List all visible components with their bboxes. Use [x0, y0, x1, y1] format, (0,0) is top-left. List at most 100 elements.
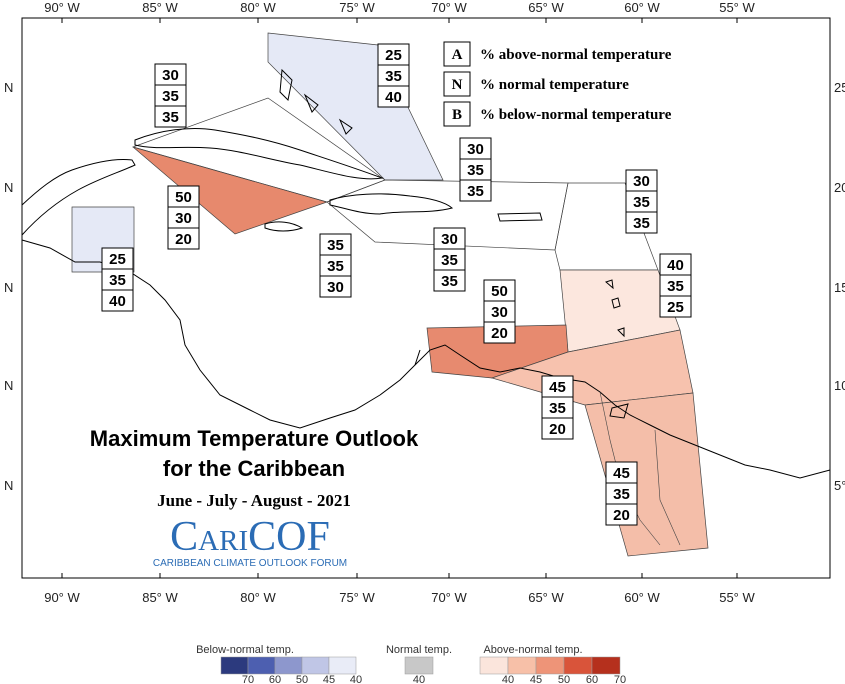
- scale-tick: 45: [530, 674, 542, 684]
- region-box: 45 35 20: [541, 375, 574, 440]
- region-box: 35 35 30: [319, 233, 352, 298]
- prob-value: 35: [385, 68, 402, 85]
- prob-value: 20: [491, 325, 508, 342]
- scale-tick: 40: [350, 674, 362, 684]
- left-lat-label: N: [4, 280, 13, 295]
- scale-label: Normal temp.: [386, 644, 452, 656]
- prob-value: 30: [633, 173, 650, 190]
- puerto-rico: [497, 212, 543, 222]
- prob-value: 25: [109, 251, 126, 268]
- title-line1: Maximum Temperature Outlook: [90, 426, 419, 451]
- prob-cell: [377, 85, 410, 108]
- top-lon-label: 85° W: [142, 0, 178, 15]
- regions: [71, 32, 709, 557]
- scale-swatch: [507, 656, 537, 675]
- bahamas: [279, 68, 353, 135]
- map-frame: [21, 17, 831, 579]
- key-text: % below-normal temperature: [480, 107, 672, 123]
- top-lon-label: 70° W: [431, 0, 467, 15]
- prob-value: 35: [441, 252, 458, 269]
- right-lat-label: 20: [834, 180, 845, 195]
- prob-value: 30: [162, 67, 179, 84]
- lesser-antilles: [605, 279, 629, 419]
- prob-value: 50: [175, 189, 192, 206]
- prob-value: 20: [175, 231, 192, 248]
- prob-value: 50: [491, 283, 508, 300]
- scale-tick: 45: [323, 674, 335, 684]
- prob-cell: [101, 289, 134, 312]
- region-box: 30 35 35: [154, 63, 187, 128]
- region-box: 30 35 35: [625, 169, 658, 234]
- key-text: % normal temperature: [480, 77, 629, 93]
- prob-value: 35: [467, 183, 484, 200]
- region-box: 50 30 20: [483, 279, 516, 344]
- prob-value: 30: [441, 231, 458, 248]
- hispaniola: [329, 193, 454, 215]
- prob-value: 35: [441, 273, 458, 290]
- region-box: 30 35 35: [433, 227, 466, 292]
- left-lat-label: N: [4, 180, 13, 195]
- scale-tick: 60: [586, 674, 598, 684]
- prob-value: 35: [633, 194, 650, 211]
- region-box: 25 35 40: [377, 43, 410, 108]
- top-lon-label: 80° W: [240, 0, 276, 15]
- scale-swatch: [535, 656, 565, 675]
- prob-cell: [459, 179, 492, 202]
- prob-value: 35: [667, 278, 684, 295]
- logo-tagline: CARIBBEAN CLIMATE OUTLOOK FORUM: [153, 558, 347, 569]
- yucatan-coast: [21, 159, 136, 236]
- prob-cell: [167, 227, 200, 250]
- bottom-lon-label: 75° W: [339, 590, 375, 605]
- key-letter: A: [452, 47, 463, 63]
- right-lat-label: 25: [834, 80, 845, 95]
- key-letter: B: [452, 107, 462, 123]
- scale-tick: 50: [296, 674, 308, 684]
- prob-cell: [154, 105, 187, 128]
- color-scale: Below-normal temp. 70 60 50 45 40 Normal temp.…: [196, 644, 626, 684]
- prob-value: 25: [385, 47, 402, 64]
- region-box: 50 30 20: [167, 185, 200, 250]
- prob-value: 35: [327, 258, 344, 275]
- region-box: 25 35 40: [101, 247, 134, 312]
- prob-value: 30: [327, 279, 344, 296]
- prob-value: 35: [327, 237, 344, 254]
- key-letter: N: [452, 77, 463, 93]
- scale-swatch: [274, 656, 303, 675]
- prob-cell: [659, 295, 692, 318]
- prob-value: 30: [467, 141, 484, 158]
- scale-swatch: [591, 656, 621, 675]
- prob-value: 40: [667, 257, 684, 274]
- title-line2: for the Caribbean: [163, 456, 345, 481]
- left-lat-label: N: [4, 478, 13, 493]
- bottom-lon-label: 85° W: [142, 590, 178, 605]
- coastlines: [21, 68, 831, 546]
- scale-swatch: [220, 656, 249, 675]
- prob-value: 35: [162, 109, 179, 126]
- bottom-lon-label: 90° W: [44, 590, 80, 605]
- prob-cell: [483, 321, 516, 344]
- key-text: % above-normal temperature: [480, 47, 672, 63]
- top-lon-label: 90° W: [44, 0, 80, 15]
- title-period: June - July - August - 2021: [157, 491, 351, 510]
- scale-swatch: [247, 656, 276, 675]
- top-lon-label: 65° W: [528, 0, 564, 15]
- bottom-lon-label: 80° W: [240, 590, 276, 605]
- prob-cell: [433, 269, 466, 292]
- scale-swatch: [328, 656, 357, 675]
- left-lat-label: N: [4, 80, 13, 95]
- bottom-lon-label: 70° W: [431, 590, 467, 605]
- prob-value: 45: [549, 379, 566, 396]
- prob-value: 20: [549, 421, 566, 438]
- prob-cell: [605, 503, 638, 526]
- top-lon-label: 60° W: [624, 0, 660, 15]
- prob-value: 35: [162, 88, 179, 105]
- prob-cell: [319, 275, 352, 298]
- scale-swatch: [479, 656, 509, 675]
- region-box: 45 35 20: [605, 461, 638, 526]
- scale-tick: 70: [614, 674, 626, 684]
- key-box: [443, 41, 471, 67]
- key-box: [443, 71, 471, 97]
- scale-tick: 60: [269, 674, 281, 684]
- prob-value: 35: [633, 215, 650, 232]
